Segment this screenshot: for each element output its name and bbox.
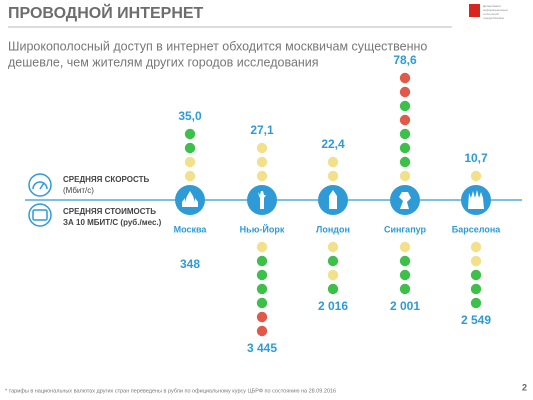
- dot: [399, 156, 411, 168]
- cost-value: 2 549: [461, 313, 491, 327]
- dot: [470, 283, 482, 295]
- dot: [399, 142, 411, 154]
- dot: [399, 114, 411, 126]
- city-icon: [258, 191, 266, 209]
- speed-icon: [32, 181, 48, 190]
- dot: [327, 156, 339, 168]
- dot: [256, 241, 268, 253]
- city-label: Москва: [174, 224, 208, 234]
- logo-text: информационных: [483, 8, 508, 12]
- dot: [256, 156, 268, 168]
- wallet-icon: [28, 203, 52, 227]
- dot: [256, 142, 268, 154]
- subtitle-line: Широкополосный доступ в интернет обходит…: [8, 39, 427, 53]
- speed-icon: [28, 173, 52, 197]
- dot: [399, 269, 411, 281]
- slide-title: ПРОВОДНОЙ ИНТЕРНЕТ: [8, 3, 204, 22]
- cost-value: 2 001: [390, 299, 420, 313]
- dot: [256, 269, 268, 281]
- dot: [184, 128, 196, 140]
- city-label: Лондон: [316, 224, 350, 234]
- city-icon: [399, 192, 411, 209]
- cost-dots: [399, 241, 411, 295]
- legend-unit: (Мбит/с): [63, 186, 94, 195]
- legend-label: СРЕДНЯЯ СКОРОСТЬ: [63, 175, 149, 184]
- dot: [184, 142, 196, 154]
- dot: [256, 170, 268, 182]
- dot: [399, 86, 411, 98]
- logo-text: технологий: [483, 12, 499, 16]
- city-icon: [468, 190, 484, 209]
- logo-text: Департамент: [483, 4, 502, 8]
- cost-dots: [256, 241, 268, 337]
- dot: [399, 72, 411, 84]
- cost-value: 348: [180, 257, 200, 271]
- city-label: Барселона: [452, 224, 502, 234]
- cost-value: 3 445: [247, 341, 277, 355]
- dot: [470, 170, 482, 182]
- speed-value: 27,1: [250, 123, 274, 137]
- city-label: Сингапур: [384, 224, 427, 234]
- page-number: 2: [522, 382, 527, 392]
- speed-dots: [470, 170, 482, 182]
- dot: [327, 170, 339, 182]
- legend-unit: ЗА 10 МБИТ/С (руб./мес.): [63, 218, 162, 227]
- cost-dots: [470, 241, 482, 309]
- subtitle-line: дешевле, чем жителям других городов иссл…: [8, 55, 319, 69]
- cost-dots: [327, 241, 339, 295]
- dot: [327, 241, 339, 253]
- speed-value: 35,0: [178, 109, 202, 123]
- dot: [256, 297, 268, 309]
- dot: [470, 269, 482, 281]
- city-icon: [182, 191, 198, 207]
- dot: [256, 325, 268, 337]
- dot: [399, 255, 411, 267]
- dot: [470, 297, 482, 309]
- dot: [327, 283, 339, 295]
- dot: [470, 241, 482, 253]
- dot: [256, 283, 268, 295]
- city-icon: [329, 190, 337, 209]
- dot: [470, 255, 482, 267]
- speed-dots: [256, 142, 268, 182]
- wallet-icon: [32, 209, 48, 221]
- speed-dots: [399, 72, 411, 182]
- footnote: * тарифы в национальных валютах других с…: [5, 388, 336, 394]
- logo-text: города Москвы: [483, 16, 504, 20]
- speed-value: 10,7: [464, 151, 488, 165]
- dot: [184, 170, 196, 182]
- dot: [256, 255, 268, 267]
- dot: [399, 100, 411, 112]
- speed-value: 22,4: [321, 137, 345, 151]
- city-label: Нью-Йорк: [240, 223, 285, 234]
- dot: [399, 128, 411, 140]
- dot: [399, 283, 411, 295]
- dot: [256, 311, 268, 323]
- speed-dots: [184, 128, 196, 182]
- dot: [399, 241, 411, 253]
- dot: [399, 170, 411, 182]
- logo-mark: [469, 4, 480, 17]
- cost-value: 2 016: [318, 299, 348, 313]
- speed-dots: [327, 156, 339, 182]
- dot: [184, 156, 196, 168]
- speed-value: 78,6: [393, 53, 417, 67]
- dot: [327, 255, 339, 267]
- dot: [327, 269, 339, 281]
- legend-label: СРЕДНЯЯ СТОИМОСТЬ: [63, 207, 156, 216]
